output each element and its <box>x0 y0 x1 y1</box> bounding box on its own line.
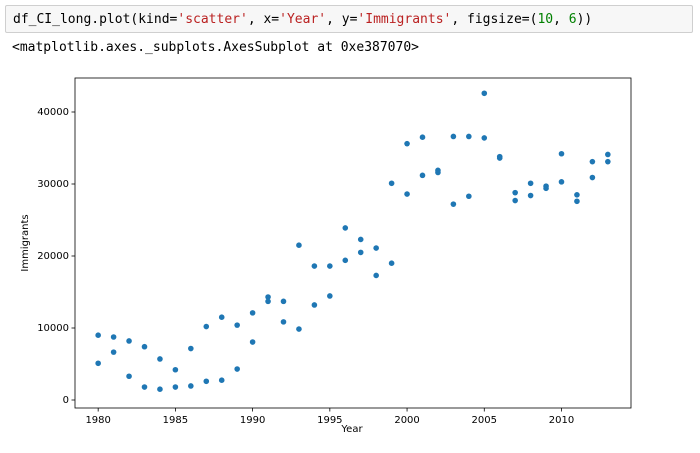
y-tick-label: 40000 <box>37 107 69 118</box>
point <box>419 134 426 140</box>
code-token: , <box>553 12 569 27</box>
code-token: 10 <box>537 12 554 27</box>
point <box>605 151 611 158</box>
point <box>558 150 565 157</box>
point <box>249 339 256 345</box>
point <box>466 193 472 200</box>
point <box>388 260 395 266</box>
point <box>249 310 256 316</box>
code-token: , figsize=( <box>451 12 538 27</box>
point <box>342 225 349 231</box>
point <box>95 360 101 367</box>
point <box>172 384 179 390</box>
point <box>342 257 349 264</box>
x-tick-label: 1985 <box>163 415 188 426</box>
point <box>435 169 441 176</box>
point <box>512 189 518 196</box>
point <box>188 345 194 352</box>
point <box>280 298 287 305</box>
point <box>605 158 611 165</box>
point <box>126 338 132 344</box>
point <box>280 319 287 325</box>
point <box>527 180 534 187</box>
x-tick-label: 2000 <box>394 415 419 426</box>
code-token: 'Immigrants' <box>357 12 452 27</box>
point <box>188 383 194 389</box>
point <box>466 133 472 140</box>
point <box>126 373 132 380</box>
point <box>327 263 333 269</box>
x-axis-label: Year <box>340 424 363 435</box>
x-tick-label: 2005 <box>472 415 497 426</box>
point <box>265 294 271 300</box>
output-text: <matplotlib.axes._subplots.AxesSubplot a… <box>12 40 419 55</box>
point <box>589 174 596 181</box>
point <box>234 322 240 328</box>
code-token: , y= <box>326 12 358 27</box>
code-token: 'Year' <box>279 12 327 27</box>
point <box>543 185 549 192</box>
point <box>110 334 117 340</box>
point <box>203 378 210 385</box>
point <box>419 172 426 179</box>
point <box>574 198 580 205</box>
x-tick-label: 1980 <box>85 415 110 426</box>
point <box>558 179 565 185</box>
code-cell[interactable]: df_CI_long.plot(kind='scatter', x='Year'… <box>5 5 693 33</box>
point <box>296 242 302 248</box>
point <box>388 180 395 187</box>
point <box>234 366 240 372</box>
point <box>141 343 148 350</box>
point <box>574 191 580 198</box>
y-tick-label: 10000 <box>37 323 69 334</box>
point <box>327 293 333 299</box>
point <box>141 384 148 390</box>
point <box>527 192 534 199</box>
y-tick-label: 30000 <box>37 179 69 190</box>
point <box>450 201 457 207</box>
point <box>481 135 488 141</box>
point <box>450 133 457 140</box>
code-token: , x= <box>247 12 280 27</box>
code-token: 'scatter' <box>177 12 248 27</box>
x-tick-label: 1990 <box>240 415 265 426</box>
point <box>373 272 379 279</box>
x-tick-label: 2010 <box>549 415 574 426</box>
point <box>357 249 364 256</box>
point <box>265 298 271 305</box>
x-tick-label: 1995 <box>317 415 342 426</box>
point <box>311 263 318 269</box>
axes-frame <box>74 77 632 409</box>
point <box>311 302 318 308</box>
y-tick-label: 0 <box>63 395 69 406</box>
point <box>589 158 596 165</box>
point <box>496 155 503 161</box>
point <box>481 90 488 97</box>
point <box>172 366 179 373</box>
code-token: df_CI_long.plot(kind= <box>13 12 178 27</box>
point <box>357 236 364 243</box>
point <box>110 349 117 355</box>
code-token: 6 <box>568 12 577 27</box>
y-tick-label: 20000 <box>37 251 69 262</box>
point <box>157 386 163 393</box>
point <box>157 356 163 362</box>
point <box>218 314 225 321</box>
point <box>404 140 410 147</box>
point <box>512 197 518 204</box>
point <box>404 191 410 197</box>
point <box>95 332 101 339</box>
point <box>218 377 225 384</box>
point <box>203 323 210 330</box>
code-token: )) <box>576 12 593 27</box>
point <box>373 245 379 251</box>
point <box>296 326 302 332</box>
y-axis-label: Immigrants <box>20 214 31 271</box>
